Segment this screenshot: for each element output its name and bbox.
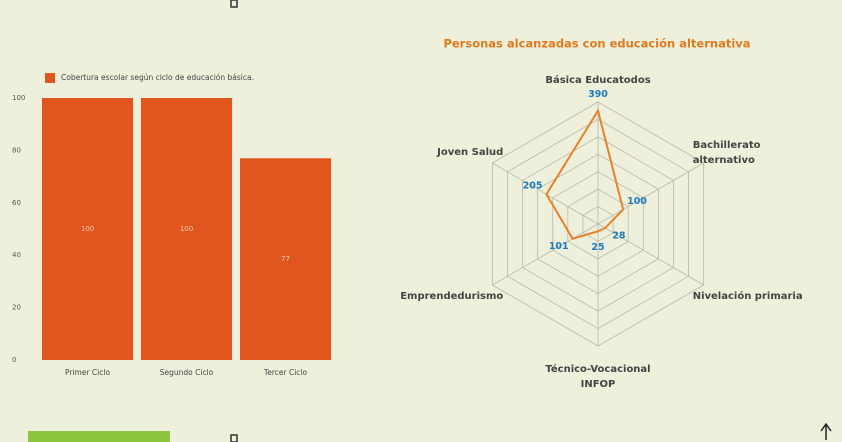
bar xyxy=(239,158,332,360)
value-label: 205 xyxy=(523,181,543,192)
arrow-icon xyxy=(820,422,832,440)
x-tick-label: Tercer Ciclo xyxy=(263,368,308,377)
legend-swatch xyxy=(45,73,55,83)
category-label: Bachillerato alternativo xyxy=(693,140,761,166)
legend-label: Cobertura escolar según ciclo de educaci… xyxy=(61,73,254,82)
radar-spoke xyxy=(492,223,599,286)
value-label: 100 xyxy=(627,196,647,207)
bar-value-label: 77 xyxy=(281,255,290,263)
bar-value-label: 100 xyxy=(180,225,193,233)
y-tick-label: 60 xyxy=(12,199,21,207)
y-tick-label: 20 xyxy=(12,304,21,312)
category-label: Básica Educatodos xyxy=(545,74,650,86)
category-label: Nivelación primaria xyxy=(693,290,803,302)
icon xyxy=(230,434,238,442)
y-tick-label: 0 xyxy=(12,356,16,364)
radar-spoke xyxy=(492,162,599,225)
value-label: 28 xyxy=(612,231,626,242)
bar xyxy=(41,98,134,360)
value-label: 25 xyxy=(591,242,604,253)
radar-spoke xyxy=(597,162,704,225)
radar-spoke xyxy=(597,223,704,286)
radar-line xyxy=(545,108,625,240)
icon xyxy=(230,0,238,8)
y-tick-label: 80 xyxy=(12,146,21,154)
value-label: 101 xyxy=(549,241,569,252)
bar xyxy=(140,98,233,360)
bar-value-label: 100 xyxy=(81,225,94,233)
x-tick-label: Primer Ciclo xyxy=(65,368,110,377)
value-label: 390 xyxy=(588,89,608,100)
y-tick-label: 40 xyxy=(12,251,21,259)
category-label: Joven Salud xyxy=(436,147,503,158)
category-label: Técnico-Vocacional INFOP xyxy=(545,363,650,390)
radar-title: Personas alcanzadas con educación altern… xyxy=(443,37,750,51)
y-tick-label: 100 xyxy=(12,94,25,102)
green-tab xyxy=(28,431,170,442)
category-label: Emprendedurismo xyxy=(400,291,503,302)
x-tick-label: Segundo Ciclo xyxy=(160,368,214,377)
